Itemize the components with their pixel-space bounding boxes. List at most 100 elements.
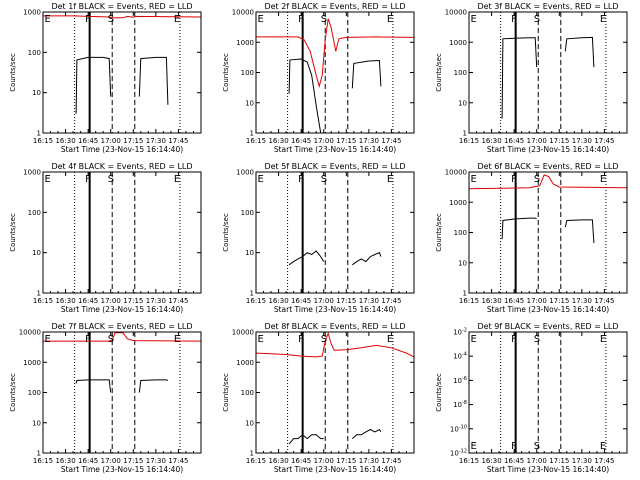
marker-label-e: E bbox=[471, 14, 477, 25]
x-tick-label: 17:15 bbox=[336, 297, 356, 305]
x-tick-label: 17:30 bbox=[359, 297, 379, 305]
y-axis-label: Counts/sec bbox=[435, 53, 443, 92]
plot-frame bbox=[42, 11, 202, 134]
y-tick-label: 1000 bbox=[23, 169, 41, 177]
series-group bbox=[501, 36, 595, 119]
marker-label-s: S bbox=[321, 174, 327, 185]
series-group bbox=[256, 18, 414, 133]
y-tick-label: 1 bbox=[37, 290, 41, 298]
plot-frame bbox=[42, 171, 202, 294]
series-events-line bbox=[288, 58, 322, 133]
marker-label-e: E bbox=[471, 174, 477, 185]
y-axis-label: Counts/sec bbox=[9, 213, 17, 252]
series-events-line bbox=[351, 59, 382, 89]
x-axis-label: Start Time (23-Nov-15 16:14:40) bbox=[274, 145, 396, 154]
x-tick-label: 16:15 bbox=[459, 297, 479, 305]
marker-label-e: E bbox=[387, 14, 393, 25]
x-tick-label: 16:30 bbox=[55, 137, 75, 145]
x-tick-label: 17:45 bbox=[381, 137, 401, 145]
series-lld-line bbox=[43, 15, 201, 19]
y-tick-label: 100 bbox=[454, 69, 467, 77]
y-tick-label: 10 bbox=[32, 419, 41, 427]
series-events-line bbox=[75, 379, 112, 393]
y-tick-label: 10 bbox=[245, 99, 254, 107]
x-tick-label: 17:00 bbox=[314, 297, 334, 305]
x-tick-label: 16:30 bbox=[481, 297, 501, 305]
series-lld-line bbox=[469, 174, 627, 190]
plot-frame bbox=[42, 331, 202, 454]
panel-title: Det 3f BLACK = Events, RED = LLD bbox=[477, 2, 618, 11]
x-tick-label: 16:30 bbox=[481, 137, 501, 145]
marker-label-s: S bbox=[534, 14, 540, 25]
x-tick-label: 17:00 bbox=[101, 297, 121, 305]
y-axis-label: Counts/sec bbox=[435, 213, 443, 252]
x-tick-label: 16:30 bbox=[268, 457, 288, 465]
x-tick-label: 17:15 bbox=[549, 297, 569, 305]
x-tick-label: 16:15 bbox=[246, 297, 266, 305]
marker-label-f: F bbox=[85, 334, 91, 345]
x-tick-label: 16:45 bbox=[78, 297, 98, 305]
y-tick-label: 1000 bbox=[23, 9, 41, 17]
y-tick-label: 1000 bbox=[449, 39, 467, 47]
marker-label-s: S bbox=[108, 174, 114, 185]
x-tick-label: 16:45 bbox=[504, 137, 524, 145]
x-tick-label: 16:15 bbox=[246, 137, 266, 145]
y-tick-label: 10-12 bbox=[450, 449, 467, 458]
series-events-line bbox=[75, 56, 112, 114]
y-tick-label: 1 bbox=[250, 290, 254, 298]
y-axis-label: Counts/sec bbox=[222, 53, 230, 92]
y-axis-label: Counts/sec bbox=[435, 373, 443, 412]
y-tick-label: 1 bbox=[250, 450, 254, 458]
x-tick-label: 17:45 bbox=[168, 297, 188, 305]
plot-frame bbox=[255, 11, 415, 134]
marker-label-e: E bbox=[258, 14, 264, 25]
plot-frame bbox=[468, 11, 628, 134]
marker-label-e: E bbox=[471, 334, 477, 345]
y-tick-label: 10-8 bbox=[453, 400, 467, 409]
y-tick-label: 1000 bbox=[23, 359, 41, 367]
series-events-line bbox=[351, 428, 382, 439]
marker-label-e: E bbox=[174, 174, 180, 185]
x-tick-label: 16:30 bbox=[55, 297, 75, 305]
x-tick-label: 16:15 bbox=[459, 457, 479, 465]
x-tick-label: 17:45 bbox=[381, 457, 401, 465]
x-tick-label: 17:00 bbox=[527, 137, 547, 145]
marker-label-f: F bbox=[298, 14, 304, 25]
marker-label-e: E bbox=[174, 14, 180, 25]
plot-frame bbox=[468, 171, 628, 294]
marker-label-bottom-f: F bbox=[511, 441, 517, 452]
y-tick-label: 10 bbox=[458, 259, 467, 267]
marker-label-s: S bbox=[108, 14, 114, 25]
y-tick-label: 1 bbox=[37, 130, 41, 138]
x-tick-label: 17:45 bbox=[168, 137, 188, 145]
series-events-line bbox=[501, 37, 538, 119]
y-axis-label: Counts/sec bbox=[222, 213, 230, 252]
marker-label-e: E bbox=[45, 14, 51, 25]
x-tick-label: 17:00 bbox=[527, 457, 547, 465]
x-tick-label: 16:15 bbox=[246, 457, 266, 465]
x-tick-label: 17:45 bbox=[594, 297, 614, 305]
x-tick-label: 17:30 bbox=[146, 297, 166, 305]
x-tick-label: 17:00 bbox=[101, 457, 121, 465]
y-tick-label: 1000 bbox=[449, 199, 467, 207]
x-tick-label: 16:15 bbox=[33, 457, 53, 465]
y-tick-label: 10 bbox=[245, 419, 254, 427]
x-tick-label: 16:30 bbox=[481, 457, 501, 465]
marker-label-e: E bbox=[258, 334, 264, 345]
y-tick-label: 1000 bbox=[236, 359, 254, 367]
y-tick-label: 100 bbox=[241, 69, 254, 77]
x-tick-label: 17:30 bbox=[359, 457, 379, 465]
x-tick-label: 16:45 bbox=[78, 457, 98, 465]
x-tick-label: 17:15 bbox=[123, 297, 143, 305]
panel-title: Det 9f BLACK = Events, RED = LLD bbox=[477, 322, 618, 331]
y-tick-label: 10000 bbox=[232, 329, 254, 337]
x-axis-label: Start Time (23-Nov-15 16:14:40) bbox=[487, 145, 609, 154]
marker-label-f: F bbox=[511, 334, 517, 345]
plot-frame bbox=[468, 331, 628, 454]
x-tick-label: 16:45 bbox=[291, 137, 311, 145]
y-axis-label: Counts/sec bbox=[9, 53, 17, 92]
